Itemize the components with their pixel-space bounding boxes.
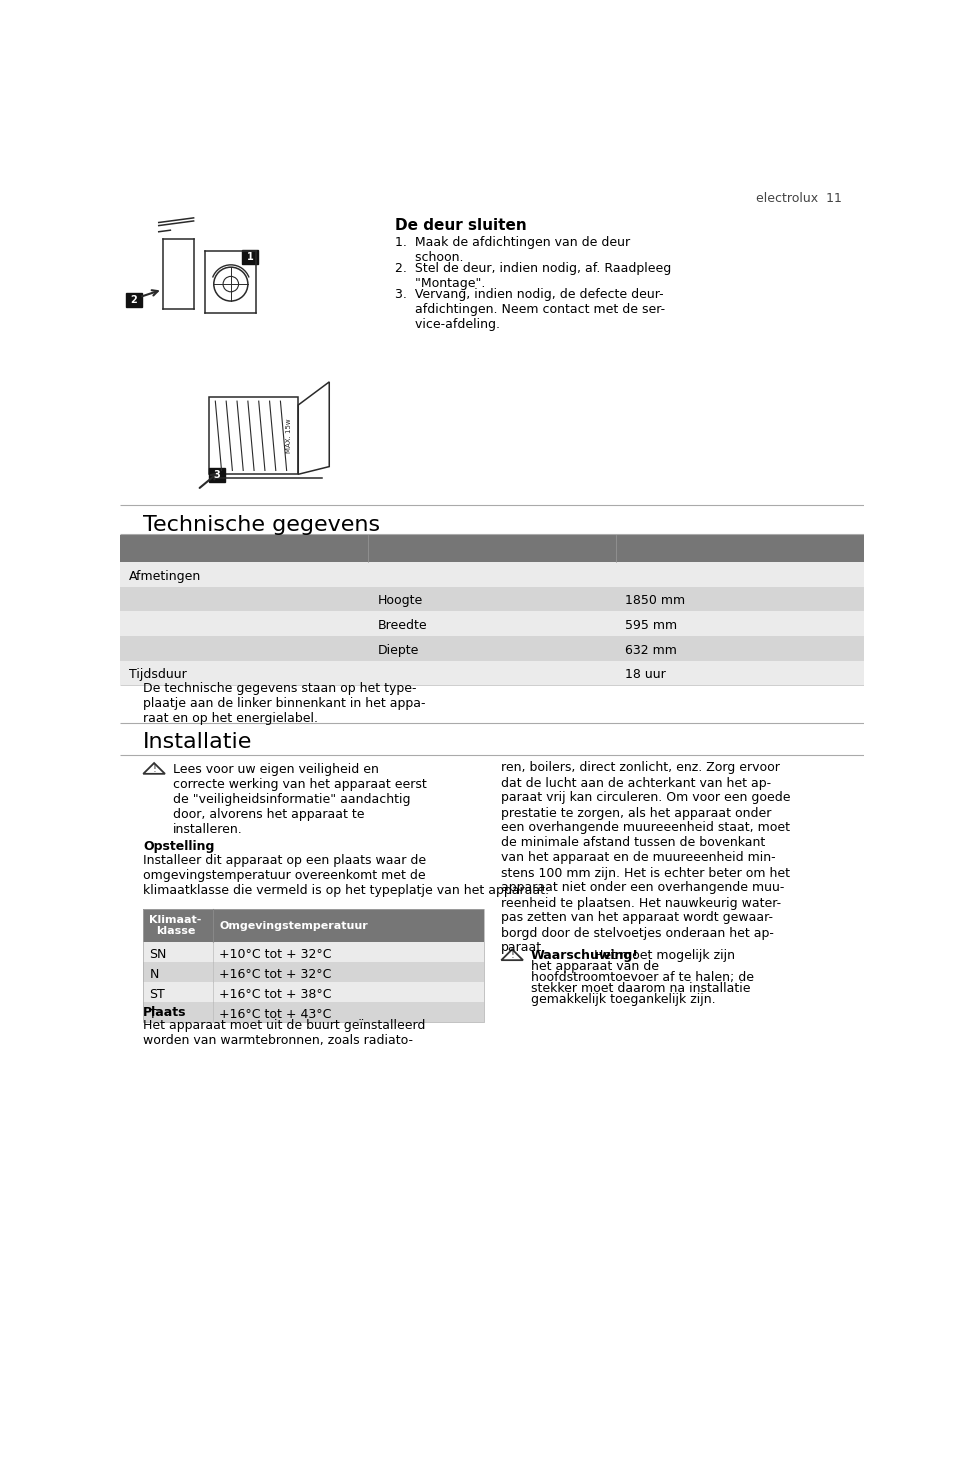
Text: T: T (150, 1008, 157, 1021)
Bar (120, 636, 864, 661)
Text: gemakkelijk toegankelijk zijn.: gemakkelijk toegankelijk zijn. (531, 993, 715, 1005)
Text: 1850 mm: 1850 mm (625, 594, 685, 608)
Bar (143, 910, 484, 941)
Text: SN: SN (150, 948, 167, 960)
Text: stekker moet daarom na installatie: stekker moet daarom na installatie (531, 981, 751, 994)
Text: +10°C tot + 32°C: +10°C tot + 32°C (219, 948, 332, 960)
Bar (120, 661, 864, 685)
Text: Opstelling: Opstelling (143, 840, 215, 854)
Text: Omgevingstemperatuur: Omgevingstemperatuur (219, 920, 368, 931)
Text: Installatie: Installatie (143, 732, 252, 753)
Bar (143, 981, 484, 1002)
Text: +16°C tot + 38°C: +16°C tot + 38°C (219, 988, 332, 1000)
Text: Technische gegevens: Technische gegevens (143, 516, 380, 535)
FancyBboxPatch shape (209, 468, 225, 482)
Text: +16°C tot + 43°C: +16°C tot + 43°C (219, 1008, 331, 1021)
Bar (120, 587, 864, 612)
Bar (143, 910, 484, 1021)
Text: hoofdstroomtoevoer af te halen; de: hoofdstroomtoevoer af te halen; de (531, 971, 754, 984)
Text: ren, boilers, direct zonlicht, enz. Zorg ervoor
dat de lucht aan de achterkant v: ren, boilers, direct zonlicht, enz. Zorg… (501, 762, 791, 954)
Bar (143, 962, 484, 981)
Bar (143, 1002, 484, 1021)
FancyBboxPatch shape (126, 293, 142, 307)
Bar (143, 941, 484, 962)
Bar (120, 612, 864, 636)
Text: Diepte: Diepte (377, 643, 419, 657)
Text: 1.  Maak de afdichtingen van de deur
     schoon.: 1. Maak de afdichtingen van de deur scho… (396, 236, 631, 264)
Text: Het moet mogelijk zijn: Het moet mogelijk zijn (590, 950, 735, 962)
Text: Lees voor uw eigen veiligheid en
correcte werking van het apparaat eerst
de "vei: Lees voor uw eigen veiligheid en correct… (173, 763, 426, 836)
Text: Klimaat-
klasse: Klimaat- klasse (150, 914, 202, 937)
Text: het apparaat van de: het apparaat van de (531, 960, 659, 974)
Text: 1: 1 (247, 252, 253, 262)
Text: electrolux  11: electrolux 11 (756, 191, 841, 205)
Text: Installeer dit apparaat op een plaats waar de
omgevingstemperatuur overeenkomt m: Installeer dit apparaat op een plaats wa… (143, 854, 549, 897)
Text: De deur sluiten: De deur sluiten (396, 218, 527, 233)
Text: Het apparaat moet uit de buurt geïnstalleerd
worden van warmtebronnen, zoals rad: Het apparaat moet uit de buurt geïnstall… (143, 1020, 425, 1048)
Text: 3: 3 (213, 470, 220, 480)
Text: 632 mm: 632 mm (625, 643, 677, 657)
FancyBboxPatch shape (243, 250, 258, 264)
Bar (120, 535, 864, 562)
Text: +16°C tot + 32°C: +16°C tot + 32°C (219, 968, 331, 981)
Text: Breedte: Breedte (377, 619, 427, 631)
Text: 595 mm: 595 mm (625, 619, 678, 631)
Text: Plaats: Plaats (143, 1006, 187, 1018)
Text: 2: 2 (131, 295, 137, 305)
Text: !: ! (153, 763, 156, 774)
Bar (209, 397, 299, 474)
Text: 2.  Stel de deur, indien nodig, af. Raadpleeg
     "Montage".: 2. Stel de deur, indien nodig, af. Raadp… (396, 262, 671, 290)
Text: !: ! (510, 950, 515, 960)
Text: Afmetingen: Afmetingen (130, 569, 202, 582)
Text: N: N (150, 968, 158, 981)
Bar (120, 562, 864, 587)
Text: De technische gegevens staan op het type-
plaatje aan de linker binnenkant in he: De technische gegevens staan op het type… (143, 682, 425, 725)
Text: 18 uur: 18 uur (625, 668, 666, 682)
Text: Waarschuwing!: Waarschuwing! (531, 950, 638, 962)
Text: MAX. 15w: MAX. 15w (286, 418, 292, 453)
Text: ST: ST (150, 988, 165, 1000)
Text: Tijdsduur: Tijdsduur (130, 668, 187, 682)
Text: Hoogte: Hoogte (377, 594, 422, 608)
Text: 3.  Vervang, indien nodig, de defecte deur-
     afdichtingen. Neem contact met : 3. Vervang, indien nodig, de defecte deu… (396, 288, 665, 330)
